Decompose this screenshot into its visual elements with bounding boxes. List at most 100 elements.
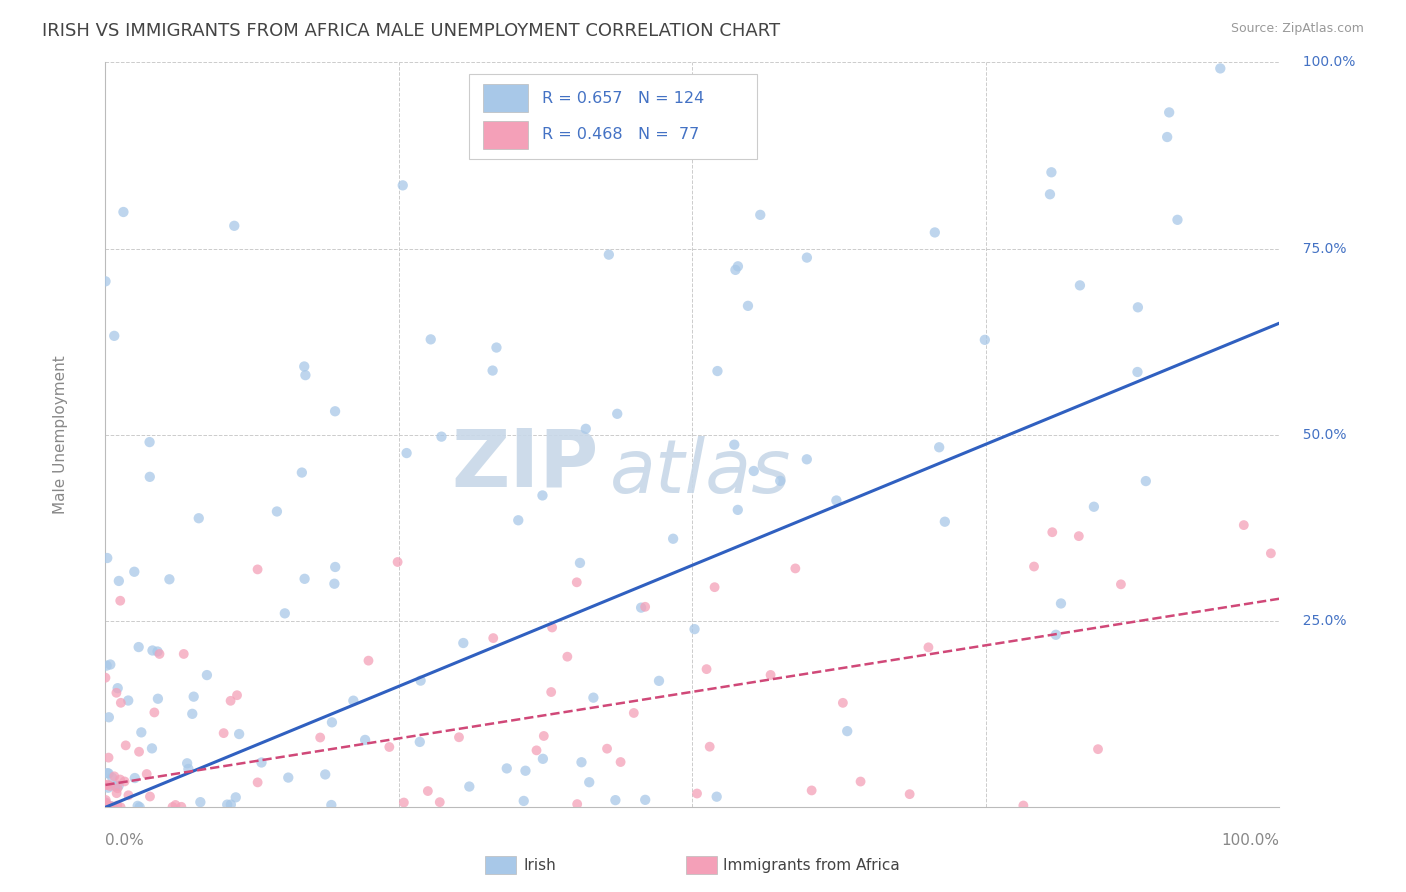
Point xyxy=(323,560,346,574)
Point xyxy=(219,797,242,812)
Text: IRISH VS IMMIGRANTS FROM AFRICA MALE UNEMPLOYMENT CORRELATION CHART: IRISH VS IMMIGRANTS FROM AFRICA MALE UNE… xyxy=(42,22,780,40)
Point xyxy=(176,756,198,771)
Point xyxy=(146,644,169,658)
Point xyxy=(105,786,128,800)
Point xyxy=(94,800,117,814)
Point xyxy=(596,741,619,756)
Point xyxy=(94,800,117,814)
Point xyxy=(94,796,117,810)
Point xyxy=(110,696,132,710)
Point xyxy=(224,219,246,233)
Point xyxy=(141,643,163,657)
Point xyxy=(1040,165,1063,179)
Point xyxy=(94,778,117,792)
Point xyxy=(139,789,162,804)
Point xyxy=(485,341,508,355)
Point xyxy=(104,779,127,793)
Point xyxy=(141,741,163,756)
Point xyxy=(568,556,591,570)
Point xyxy=(246,562,269,576)
Point xyxy=(578,775,600,789)
Point xyxy=(598,247,620,261)
Point xyxy=(973,333,995,347)
Point xyxy=(1087,742,1109,756)
Point xyxy=(458,780,481,794)
Point xyxy=(934,515,956,529)
Point xyxy=(128,800,150,814)
Point xyxy=(409,735,432,749)
Point xyxy=(294,572,316,586)
Point xyxy=(94,793,117,807)
Point xyxy=(557,649,579,664)
Point xyxy=(212,726,235,740)
Point xyxy=(1069,278,1091,293)
Point xyxy=(94,274,117,288)
Point xyxy=(183,690,205,704)
Point xyxy=(837,724,859,739)
Point xyxy=(250,756,273,770)
Point xyxy=(128,640,150,654)
Point xyxy=(101,799,124,814)
Point xyxy=(107,781,129,796)
Point xyxy=(533,729,555,743)
Point xyxy=(609,755,631,769)
Point xyxy=(107,779,129,793)
Point xyxy=(294,368,316,383)
Point xyxy=(1126,365,1149,379)
FancyBboxPatch shape xyxy=(470,74,756,160)
Point xyxy=(1012,798,1035,813)
Text: Male Unemployment: Male Unemployment xyxy=(53,356,69,514)
Point xyxy=(630,600,652,615)
Point xyxy=(225,790,247,805)
Point xyxy=(309,731,332,745)
Point xyxy=(103,329,125,343)
Point xyxy=(128,745,150,759)
Point xyxy=(737,299,759,313)
Point xyxy=(395,446,418,460)
Point xyxy=(108,772,131,787)
Text: atlas: atlas xyxy=(610,436,792,508)
Point xyxy=(727,503,749,517)
Point xyxy=(98,799,121,814)
Point xyxy=(117,789,139,803)
Point xyxy=(139,470,162,484)
Point xyxy=(898,787,921,801)
Point xyxy=(1166,212,1188,227)
Point xyxy=(1083,500,1105,514)
Point xyxy=(540,685,562,699)
Point xyxy=(526,743,548,757)
Point xyxy=(392,796,415,810)
Point xyxy=(94,798,117,813)
Point xyxy=(94,799,117,814)
Point xyxy=(117,693,139,707)
Point xyxy=(429,795,451,809)
Point xyxy=(634,793,657,807)
Point xyxy=(1135,474,1157,488)
Point xyxy=(354,732,377,747)
Point xyxy=(97,750,120,764)
Point xyxy=(217,797,239,812)
Point xyxy=(98,779,121,793)
Point xyxy=(623,706,645,720)
Point xyxy=(321,715,343,730)
Point xyxy=(825,493,848,508)
Point xyxy=(924,226,946,240)
Point xyxy=(266,504,288,518)
Point xyxy=(165,797,187,812)
Point xyxy=(796,452,818,467)
Point xyxy=(323,404,346,418)
Point xyxy=(703,580,725,594)
Point xyxy=(409,673,432,688)
Point xyxy=(391,178,413,193)
Point xyxy=(571,756,593,770)
Point xyxy=(706,789,728,804)
Point xyxy=(94,671,117,685)
Point xyxy=(96,766,118,780)
Point xyxy=(606,407,628,421)
Point xyxy=(170,799,193,814)
Point xyxy=(567,797,589,811)
Point xyxy=(430,430,453,444)
Point xyxy=(387,555,409,569)
Point xyxy=(800,783,823,797)
Point xyxy=(110,593,132,607)
